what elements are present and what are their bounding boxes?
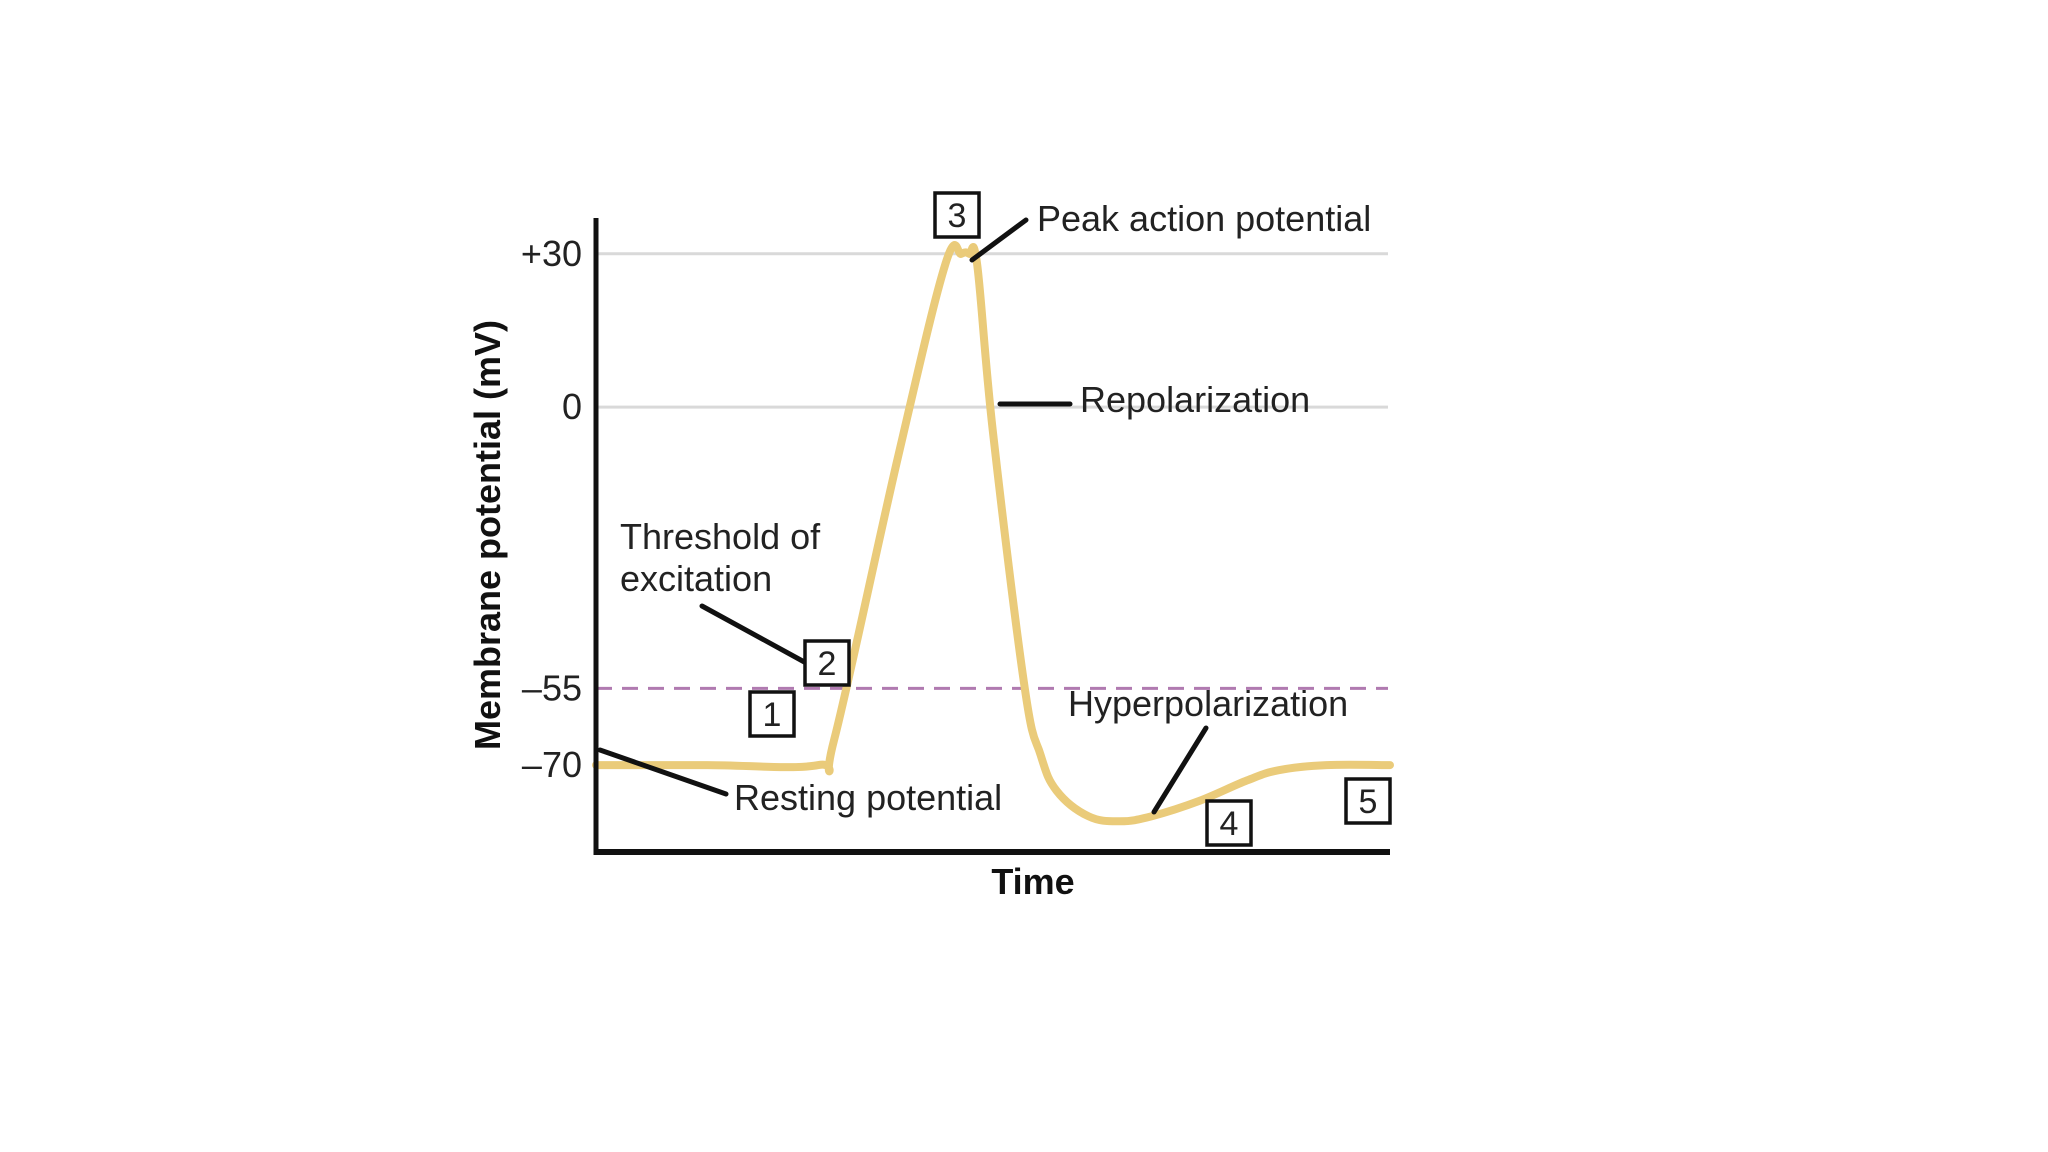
peak-label: Peak action potential <box>1037 198 1371 239</box>
repolarization-label: Repolarization <box>1080 379 1310 420</box>
numbered-boxes: 3 21 4 5 <box>748 191 1392 847</box>
step-box-4: 4 <box>1205 799 1253 847</box>
resting-pointer <box>597 747 729 797</box>
y-tick-labels: +30 0 –55 –70 <box>521 233 582 785</box>
y-axis-title: Membrane potential (mV) <box>467 320 508 750</box>
y-tick-label: +30 <box>521 233 582 274</box>
step-box-5: 5 <box>1344 777 1392 825</box>
step-box-1: 1 <box>748 690 796 738</box>
y-tick-label: –55 <box>522 667 582 708</box>
threshold-pointer <box>699 603 811 667</box>
step-number: 4 <box>1220 805 1239 843</box>
resting-label: Resting potential <box>734 777 1002 818</box>
x-axis-title: Time <box>991 861 1074 902</box>
peak-pointer <box>969 217 1029 263</box>
step-number: 2 <box>818 645 837 683</box>
hyperpolarization-pointer <box>1151 725 1209 815</box>
step-box-3: 3 <box>933 191 981 239</box>
step-box-2: 2 <box>803 639 851 687</box>
hyperpolarization-label: Hyperpolarization <box>1068 683 1348 724</box>
step-number: 3 <box>948 197 967 235</box>
step-number: 1 <box>763 696 782 734</box>
step-number: 5 <box>1359 783 1378 821</box>
membrane-potential-trace <box>592 241 1394 826</box>
y-tick-label: –70 <box>522 744 582 785</box>
y-tick-label: 0 <box>562 386 582 427</box>
threshold-label: Threshold of excitation <box>620 516 830 599</box>
